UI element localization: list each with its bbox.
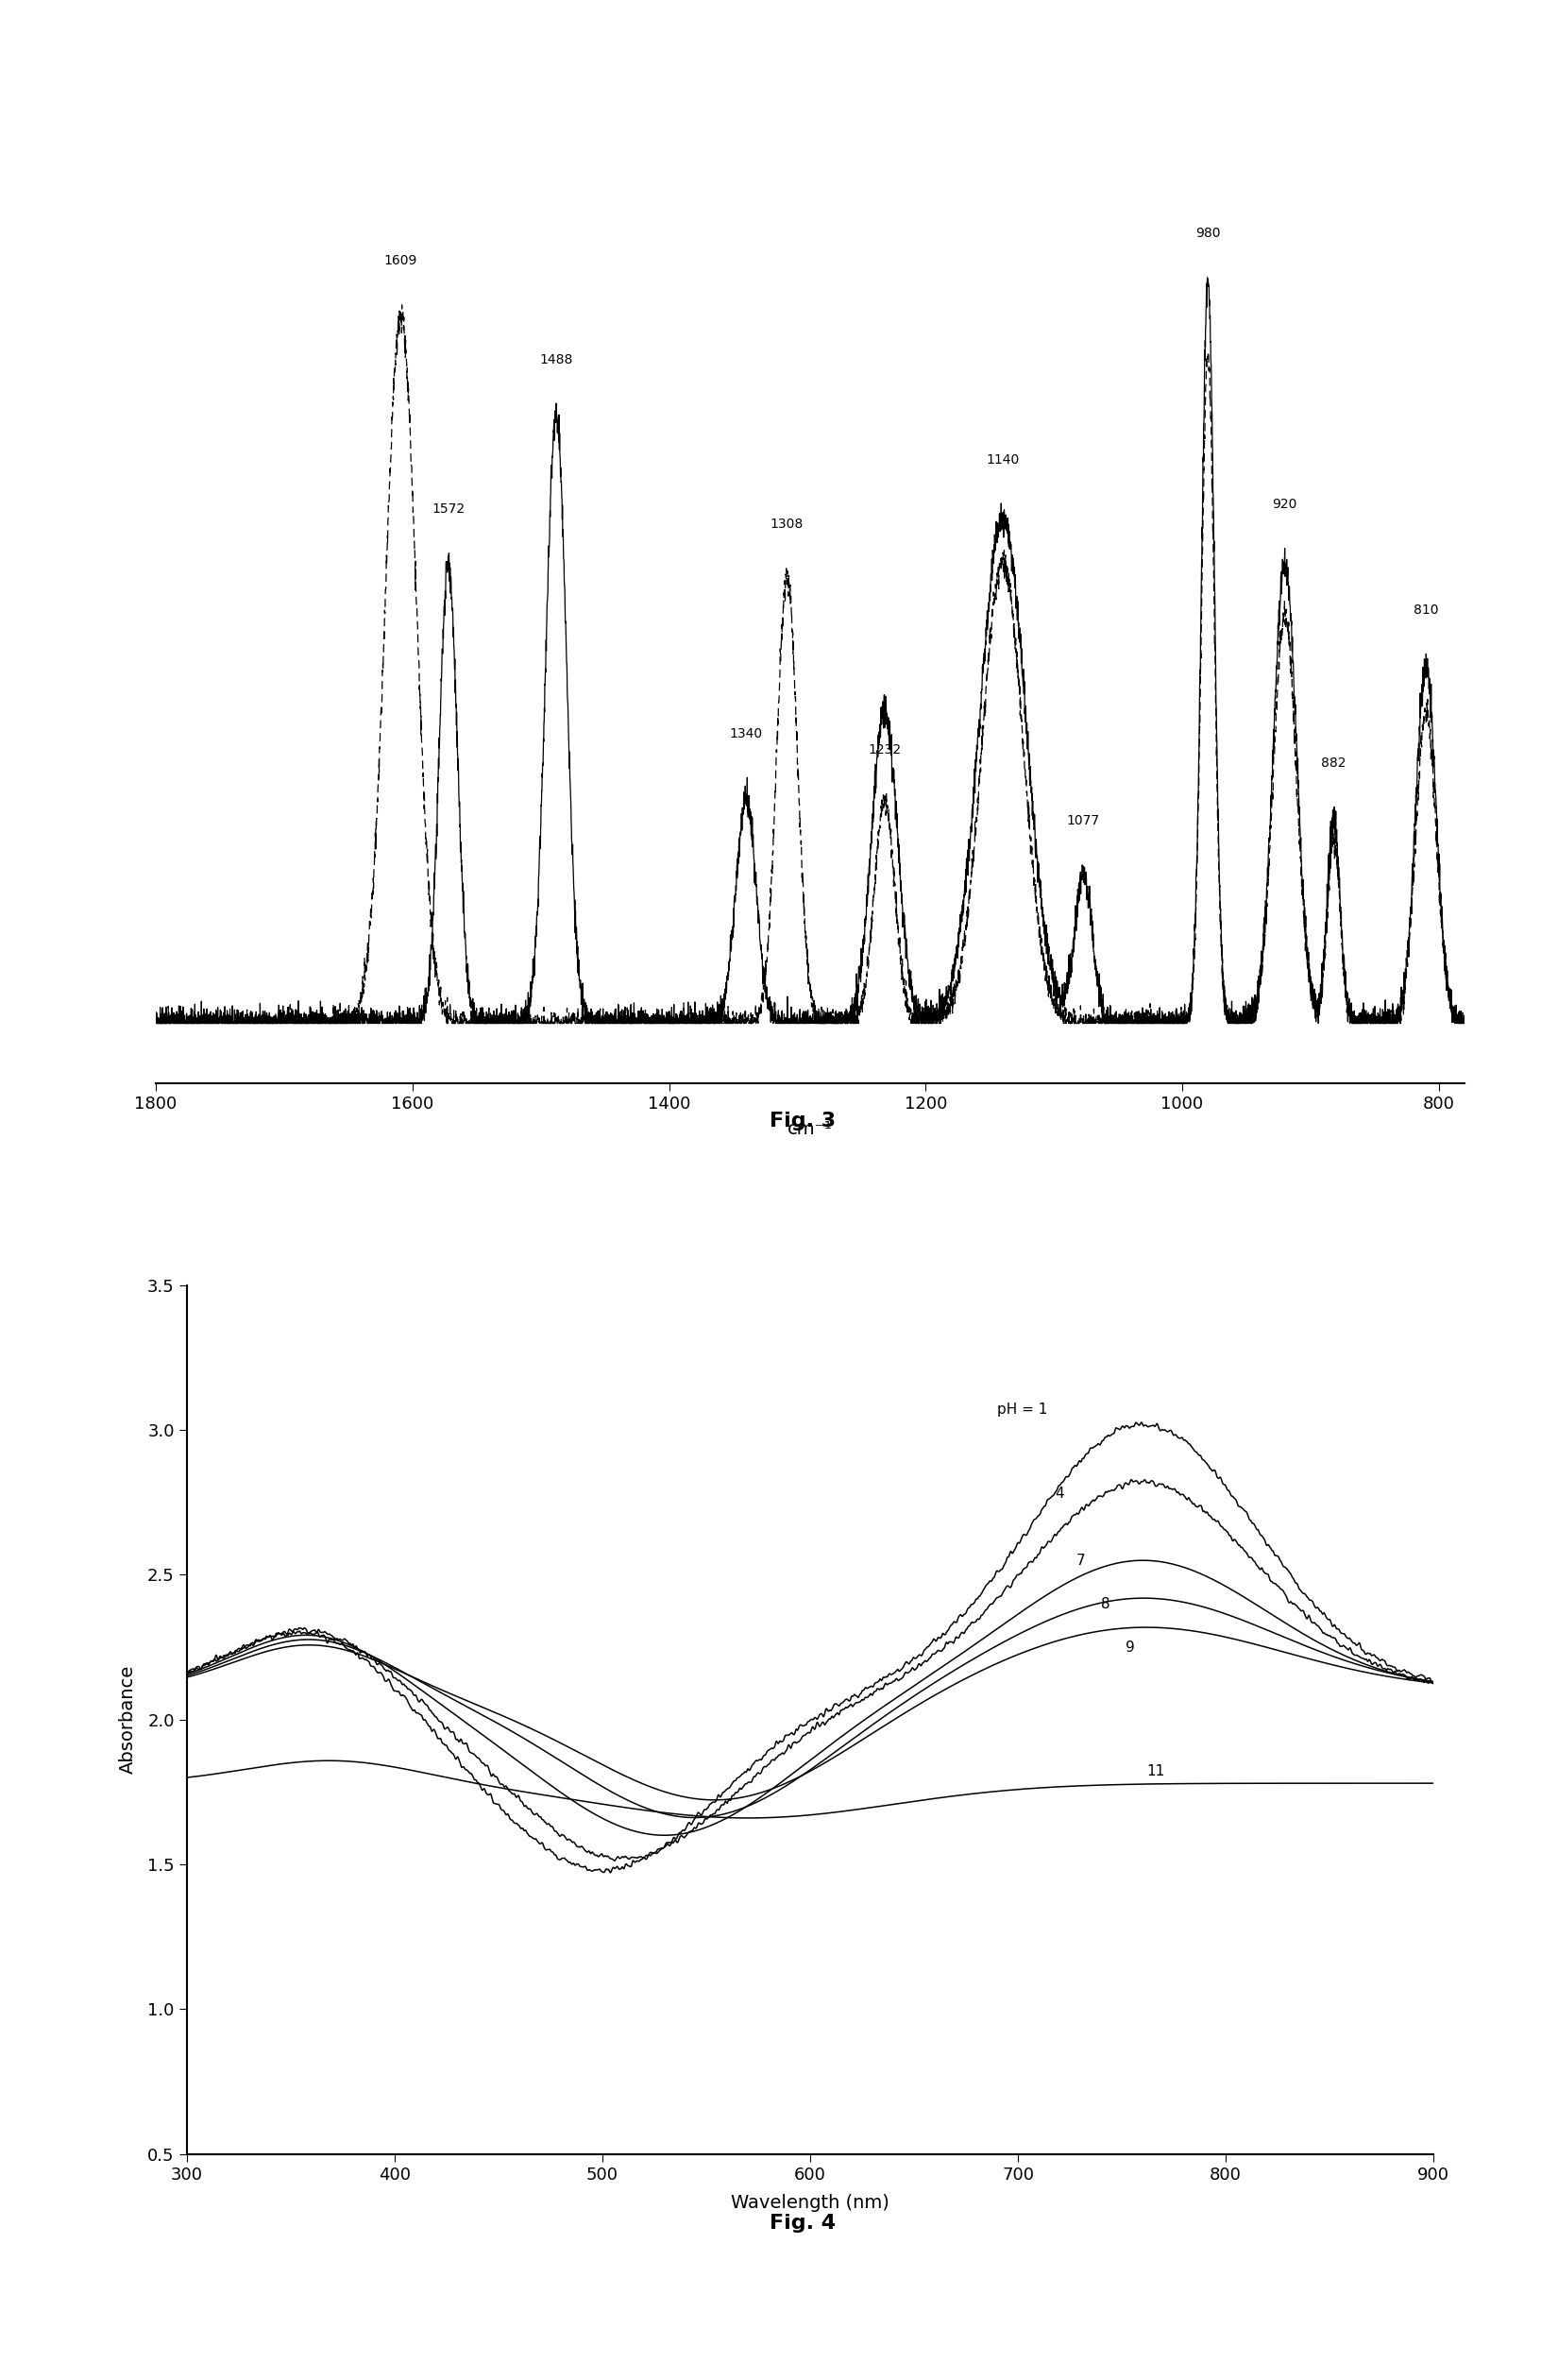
Text: 920: 920	[1273, 497, 1298, 512]
Text: Fig. 4: Fig. 4	[770, 2213, 835, 2232]
Y-axis label: Absorbance: Absorbance	[118, 1666, 137, 1773]
Text: 1077: 1077	[1067, 814, 1100, 828]
X-axis label: cm⁻¹: cm⁻¹	[788, 1121, 832, 1138]
Text: Fig. 3: Fig. 3	[770, 1111, 835, 1130]
X-axis label: Wavelength (nm): Wavelength (nm)	[731, 2194, 890, 2211]
Text: 1609: 1609	[385, 255, 418, 267]
Text: 9: 9	[1126, 1640, 1136, 1654]
Text: 1308: 1308	[770, 519, 804, 531]
Text: 8: 8	[1102, 1597, 1111, 1611]
Text: 1340: 1340	[729, 726, 762, 740]
Text: 1488: 1488	[539, 352, 573, 367]
Text: 1140: 1140	[986, 452, 1019, 466]
Text: 1232: 1232	[868, 743, 901, 757]
Text: 980: 980	[1195, 226, 1220, 240]
Text: 1572: 1572	[432, 502, 464, 516]
Text: 882: 882	[1321, 757, 1346, 769]
Text: pH = 1: pH = 1	[997, 1402, 1047, 1416]
Text: 11: 11	[1147, 1764, 1165, 1778]
Text: 7: 7	[1077, 1554, 1086, 1568]
Text: 810: 810	[1413, 605, 1438, 616]
Text: 4: 4	[1055, 1488, 1064, 1502]
